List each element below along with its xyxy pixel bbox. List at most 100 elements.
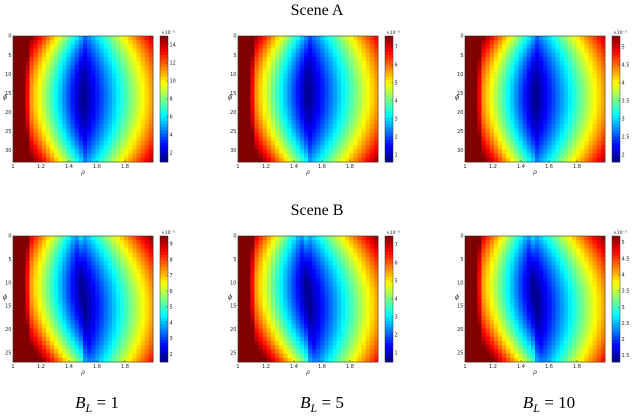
heatmap-cell <box>17 269 22 275</box>
heatmap-cell <box>353 252 358 258</box>
heatmap-cell <box>563 82 569 87</box>
heatmap-cell <box>312 153 317 159</box>
heatmap-cell <box>132 307 137 312</box>
heatmap-cell <box>13 320 18 325</box>
heatmap-cell <box>21 273 26 279</box>
heatmap-cell <box>283 269 288 275</box>
heatmap-cell <box>74 290 80 296</box>
heatmap-cell <box>144 345 150 350</box>
colorbar-segment <box>160 314 168 319</box>
heatmap-cell <box>124 273 129 279</box>
heatmap-cell <box>62 111 67 117</box>
heatmap-cell <box>70 128 76 133</box>
heatmap-cell <box>596 82 602 87</box>
heatmap-cell <box>29 311 34 317</box>
heatmap-cell <box>312 128 317 133</box>
heatmap-cell <box>357 36 362 41</box>
heatmap-cell <box>477 141 482 146</box>
colorbar-segment <box>612 39 620 43</box>
heatmap-cell <box>572 36 577 41</box>
heatmap-cell <box>132 357 137 363</box>
heatmap-cell <box>136 153 142 159</box>
heatmap-cell <box>270 73 276 79</box>
heatmap-cell <box>115 303 121 308</box>
heatmap-cell <box>25 157 30 163</box>
heatmap-cell <box>136 244 142 249</box>
heatmap-cell <box>567 136 573 142</box>
heatmap-cell <box>502 145 507 150</box>
heatmap-cell <box>563 120 569 125</box>
heatmap-cell <box>320 94 325 100</box>
heatmap-cell <box>54 141 59 146</box>
heatmap-cell <box>54 90 59 96</box>
heatmap-cell <box>21 149 26 154</box>
heatmap-cell <box>361 236 367 241</box>
heatmap-cell <box>580 86 585 91</box>
heatmap-cell <box>287 82 292 87</box>
heatmap-cell <box>144 290 150 296</box>
heatmap-cell <box>21 111 26 117</box>
heatmap-cell <box>361 252 367 258</box>
heatmap-cell <box>489 149 495 154</box>
heatmap-cell <box>254 236 259 241</box>
heatmap-cell <box>477 107 482 112</box>
heatmap-cell <box>497 52 503 58</box>
heatmap-cell <box>91 78 96 83</box>
colorbar-segment <box>612 127 620 131</box>
heatmap-cell <box>465 65 470 70</box>
heatmap-cell <box>279 282 284 287</box>
heatmap-cell <box>107 252 113 258</box>
heatmap-cell <box>357 248 362 254</box>
heatmap-cell <box>592 136 598 142</box>
heatmap-cell <box>328 124 334 129</box>
colorbar-segment <box>160 324 168 328</box>
heatmap-cell <box>279 86 284 91</box>
heatmap-cell <box>266 115 272 121</box>
heatmap-cell <box>144 269 150 275</box>
heatmap-cell <box>328 86 334 91</box>
heatmap-cell <box>592 73 598 79</box>
colorbar-segment <box>612 139 620 144</box>
heatmap-cell <box>510 73 515 79</box>
heatmap-cell <box>124 69 129 75</box>
heatmap-cell <box>258 124 264 129</box>
heatmap-cell <box>83 99 88 104</box>
heatmap-cell <box>473 52 478 58</box>
heatmap-cell <box>369 115 375 121</box>
heatmap-cell <box>120 141 125 146</box>
heatmap-cell <box>328 48 334 54</box>
heatmap-cell <box>584 99 589 104</box>
heatmap-cell <box>148 273 154 279</box>
heatmap-cell <box>54 157 59 163</box>
heatmap-cell <box>324 86 329 91</box>
heatmap-cell <box>33 136 39 142</box>
heatmap-cell <box>95 69 100 75</box>
heatmap-cell <box>373 103 379 108</box>
heatmap-cell <box>242 240 247 245</box>
heatmap-cell <box>111 345 117 350</box>
heatmap-cell <box>312 141 317 146</box>
heatmap-cell <box>340 286 346 291</box>
heatmap-cell <box>258 286 264 291</box>
heatmap-cell <box>58 315 63 321</box>
heatmap-cell <box>136 353 142 359</box>
heatmap-cell <box>62 157 67 163</box>
heatmap-cell <box>469 157 474 163</box>
heatmap-cell <box>328 286 334 291</box>
heatmap-cell <box>17 36 22 41</box>
heatmap-cell <box>345 52 350 58</box>
colorbar-segment <box>612 105 620 109</box>
heatmap-cell <box>600 141 606 146</box>
heatmap-cell <box>58 278 63 283</box>
heatmap-cell <box>522 103 528 108</box>
heatmap-cell <box>485 40 491 45</box>
heatmap-cell <box>78 57 84 62</box>
heatmap-cell <box>238 294 243 300</box>
heatmap-cell <box>62 265 67 270</box>
heatmap-cell <box>13 353 18 359</box>
heatmap-cell <box>283 153 288 159</box>
heatmap-cell <box>33 341 39 346</box>
heatmap-cell <box>291 282 297 287</box>
heatmap-cell <box>99 324 104 329</box>
heatmap-cell <box>518 141 524 146</box>
